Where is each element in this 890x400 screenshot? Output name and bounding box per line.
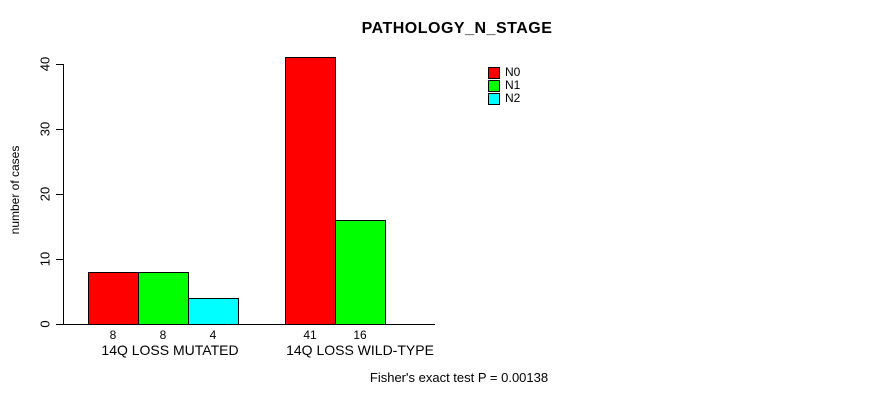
y-axis-line — [63, 64, 64, 325]
annotation-text: Fisher's exact test P = 0.00138 — [369, 370, 549, 385]
bar — [335, 220, 386, 325]
legend: N0 N1 N2 — [488, 66, 520, 105]
y-tick-mark — [56, 194, 63, 195]
bar — [138, 272, 189, 325]
legend-label: N0 — [505, 65, 521, 79]
legend-label: N1 — [505, 78, 521, 92]
bar — [88, 272, 139, 325]
bar-value-label: 8 — [109, 328, 117, 342]
legend-item: N2 — [488, 92, 520, 105]
bar-value-label: 16 — [353, 328, 367, 342]
y-tick-mark — [56, 324, 63, 325]
y-tick-label: 0 — [37, 320, 53, 328]
x-axis-line — [63, 324, 435, 325]
legend-swatch — [488, 92, 500, 105]
bar-value-label: 41 — [303, 328, 317, 342]
legend-item: N1 — [488, 79, 520, 92]
legend-swatch — [488, 66, 500, 79]
bar — [188, 298, 239, 325]
bar — [285, 57, 336, 325]
bar-value-label: 8 — [159, 328, 167, 342]
y-tick-label: 40 — [37, 56, 53, 72]
bar-value-label: 4 — [209, 328, 217, 342]
y-tick-mark — [56, 129, 63, 130]
y-tick-label: 10 — [37, 251, 53, 267]
legend-item: N0 — [488, 66, 520, 79]
y-tick-label: 30 — [37, 121, 53, 137]
legend-label: N2 — [505, 91, 521, 105]
chart-title: PATHOLOGY_N_STAGE — [361, 20, 553, 37]
y-tick-mark — [56, 259, 63, 260]
y-tick-label: 20 — [37, 186, 53, 202]
legend-swatch — [488, 79, 500, 92]
y-tick-mark — [56, 64, 63, 65]
category-label: 14Q LOSS WILD-TYPE — [286, 342, 434, 358]
category-label: 14Q LOSS MUTATED — [101, 342, 239, 358]
